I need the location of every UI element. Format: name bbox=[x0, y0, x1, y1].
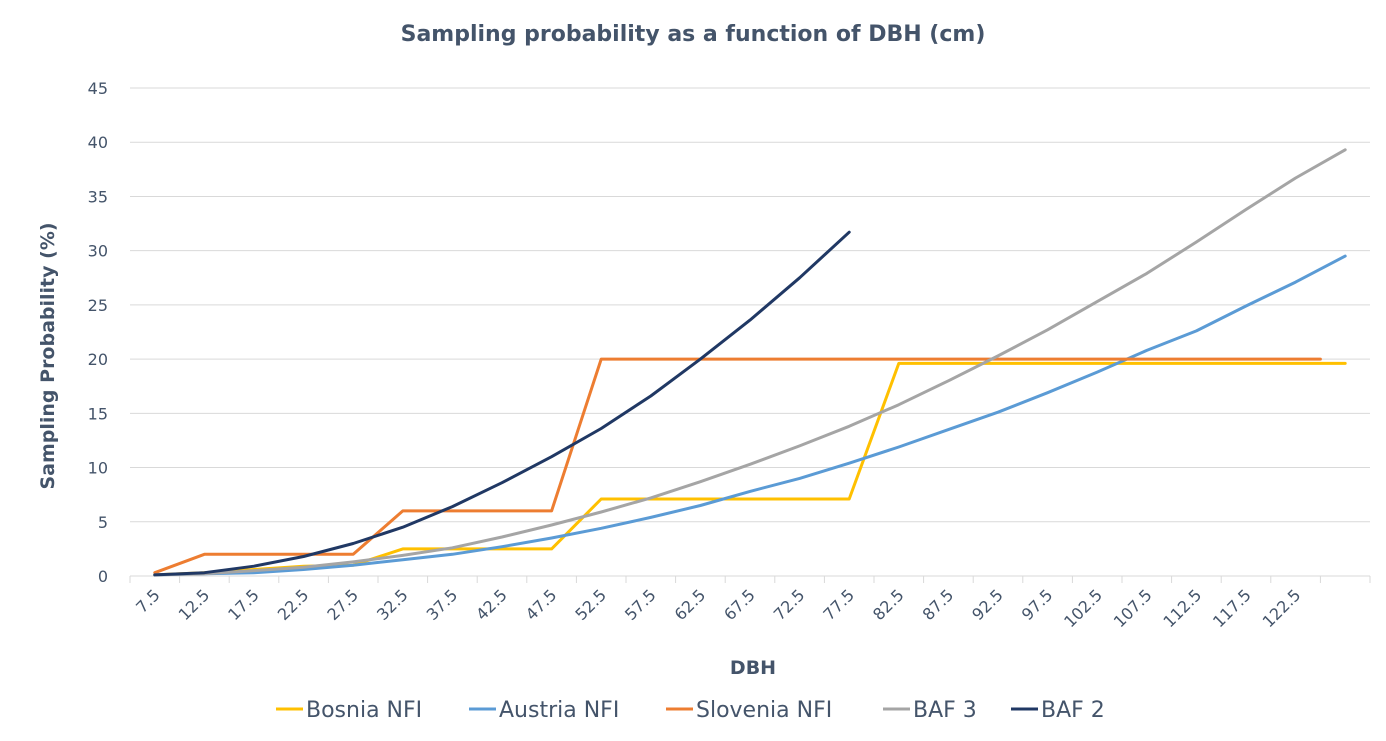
x-axis-title: DBH bbox=[730, 657, 776, 679]
series-line-baf-2 bbox=[153, 230, 851, 577]
chart-title: Sampling probability as a function of DB… bbox=[401, 22, 986, 47]
legend-label-slovenia-nfi: Slovenia NFI bbox=[696, 698, 832, 723]
series-lines bbox=[153, 148, 1347, 577]
y-tick-label: 10 bbox=[88, 459, 108, 478]
series-line-austria-nfi bbox=[153, 254, 1347, 577]
legend-label-bosnia-nfi: Bosnia NFI bbox=[306, 698, 422, 723]
y-tick-label: 45 bbox=[88, 79, 108, 98]
series-line-baf-3 bbox=[153, 148, 1347, 577]
legend: Bosnia NFI Austria NFI Slovenia NFI BAF 3 BA… bbox=[276, 698, 1105, 723]
y-tick-label: 5 bbox=[98, 513, 108, 532]
y-tick-label: 0 bbox=[98, 567, 108, 586]
y-axis-title: Sampling Probability (%) bbox=[37, 222, 59, 489]
y-tick-label: 20 bbox=[88, 350, 108, 369]
y-tick-label: 25 bbox=[88, 296, 108, 315]
y-tick-label: 35 bbox=[88, 187, 108, 206]
series-line-slovenia-nfi bbox=[153, 357, 1322, 575]
gridlines bbox=[129, 87, 1371, 583]
y-tick-label: 30 bbox=[88, 242, 108, 261]
y-tick-label: 15 bbox=[88, 404, 108, 423]
legend-label-austria-nfi: Austria NFI bbox=[499, 698, 619, 723]
legend-label-baf-3: BAF 3 bbox=[913, 698, 977, 723]
y-tick-label: 40 bbox=[88, 133, 108, 152]
legend-label-baf-2: BAF 2 bbox=[1041, 698, 1105, 723]
y-axis-ticks: 0 5 10 15 20 25 30 35 40 45 bbox=[88, 79, 108, 586]
